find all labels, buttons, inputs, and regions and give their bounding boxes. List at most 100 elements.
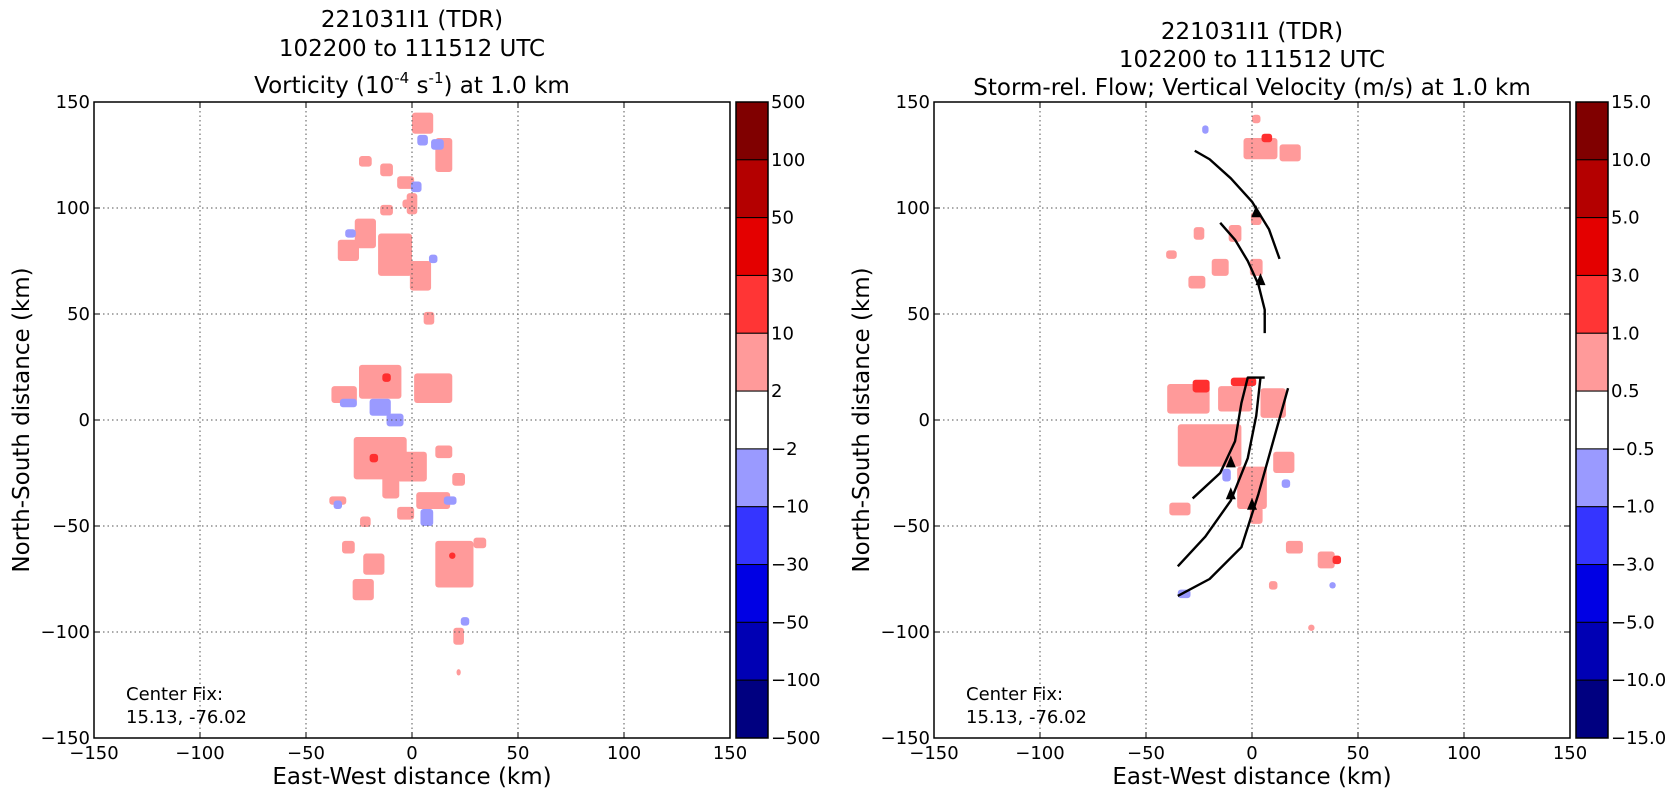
center-fix-coords: 15.13, -76.02 xyxy=(966,707,1087,728)
colorbar-tick-label: −500 xyxy=(771,728,820,749)
field-patch xyxy=(360,516,371,528)
y-tick-label: 100 xyxy=(56,198,90,219)
colorbar-segment xyxy=(735,506,769,566)
field-patch xyxy=(359,364,402,399)
colorbar-segment xyxy=(1575,390,1609,450)
field-patch xyxy=(473,537,487,549)
field-patch xyxy=(1188,275,1206,289)
colorbar-segment xyxy=(735,448,769,508)
colorbar-tick-label: −30 xyxy=(771,555,809,576)
colorbar-segment xyxy=(1575,448,1609,508)
y-tick-label: 150 xyxy=(896,92,930,113)
colorbar-segment xyxy=(735,101,769,161)
field-patch xyxy=(435,540,474,588)
field-patch xyxy=(417,134,428,146)
field-patch xyxy=(449,552,456,559)
y-tick-label: 150 xyxy=(56,92,90,113)
colorbar-tick-label: 50 xyxy=(771,208,794,229)
field-patch xyxy=(1252,114,1261,124)
field-patch xyxy=(1308,624,1315,631)
chart-title-line2: 102200 to 111512 UTC xyxy=(279,36,545,62)
streamline-arrowhead xyxy=(1247,497,1257,510)
x-axis-label: East-West distance (km) xyxy=(272,764,551,790)
x-tick-label: −100 xyxy=(1015,743,1064,764)
colorbar-segment xyxy=(1575,332,1609,392)
x-tick-label: −150 xyxy=(909,743,958,764)
field-patch xyxy=(354,218,376,249)
field-patch xyxy=(1202,125,1209,134)
field-patch xyxy=(369,453,379,463)
field-patch xyxy=(1268,581,1278,590)
axis-ticks: −150 −100 −50 0 50 100 150 −150 −100 −50 0 50 100 150 xyxy=(881,92,1588,764)
field-patch xyxy=(1281,479,1291,488)
y-tick-label: −150 xyxy=(881,728,930,749)
field-patch xyxy=(1329,582,1336,589)
field-patch xyxy=(382,373,391,382)
y-tick-label: −50 xyxy=(52,516,90,537)
streamline xyxy=(1177,387,1290,598)
streamline-arrowhead xyxy=(1225,455,1236,468)
colorbar-tick-label: 10 xyxy=(771,323,794,344)
colorbar-tick-label: 100 xyxy=(771,150,805,171)
chart-title-line1: 221031I1 (TDR) xyxy=(321,7,503,33)
field-patch xyxy=(460,617,470,626)
field-patch xyxy=(1177,424,1242,467)
center-fix-coords: 15.13, -76.02 xyxy=(126,707,247,728)
y-tick-label: −100 xyxy=(881,622,930,643)
x-axis-label: East-West distance (km) xyxy=(1112,764,1391,790)
field-patch xyxy=(1285,540,1303,554)
colorbar-segment xyxy=(1575,274,1609,334)
field-patch xyxy=(412,112,434,134)
field-patch xyxy=(1192,379,1210,393)
field-patch xyxy=(410,181,422,193)
field-patch xyxy=(416,492,451,510)
field-patch xyxy=(1273,451,1295,473)
y-axis-label: North-South distance (km) xyxy=(9,267,35,572)
x-tick-label: 150 xyxy=(713,743,747,764)
colorbar-segment xyxy=(735,274,769,334)
field-patch xyxy=(369,398,391,416)
field-patch xyxy=(423,311,435,325)
colorbar-tick-label: 500 xyxy=(771,92,805,113)
chart-title-line2: 102200 to 111512 UTC xyxy=(1119,47,1385,73)
x-tick-label: −150 xyxy=(69,743,118,764)
field-patch xyxy=(431,139,444,150)
colorbar-tick-label: 2 xyxy=(771,381,782,402)
field-patch xyxy=(1222,468,1231,482)
colorbar-segment xyxy=(735,564,769,623)
field-patch xyxy=(420,509,434,526)
x-tick-label: 100 xyxy=(607,743,641,764)
field-patch xyxy=(456,669,461,676)
colorbar-tick-label: −3.0 xyxy=(1611,555,1655,576)
streamline xyxy=(1176,377,1262,568)
colorbar-segment xyxy=(735,390,769,450)
streamline xyxy=(1191,376,1265,500)
streamline xyxy=(1194,149,1281,260)
colorbar-tick-label: −10.0 xyxy=(1611,670,1666,691)
grid-lines xyxy=(934,102,1570,738)
field-patch xyxy=(1211,258,1229,276)
field-patch xyxy=(352,579,374,601)
field-patch xyxy=(1237,466,1267,510)
field-patch xyxy=(339,398,357,408)
field-patch xyxy=(353,436,407,480)
colorbar-frame xyxy=(735,101,769,739)
colorbar-tick-label: 3.0 xyxy=(1611,265,1640,286)
streamline-arrowhead xyxy=(1255,273,1266,286)
colorbar-tick-label: 0.5 xyxy=(1611,381,1640,402)
colorbar-tick-label: −50 xyxy=(771,612,809,633)
colorbar-segment xyxy=(1575,506,1609,566)
field-patch xyxy=(363,553,385,575)
x-tick-label: 50 xyxy=(1347,743,1370,764)
field-patch xyxy=(1279,144,1301,162)
field-patch xyxy=(452,473,465,486)
vertical-velocity-colorbar: 15.0 10.0 5.0 3.0 1.0 0.5 −0.5 −1.0 −3.0 −5.0 −10.… xyxy=(1575,92,1666,749)
colorbar-segment xyxy=(735,159,769,219)
field-patch xyxy=(380,204,393,216)
colorbar-tick-label: 5.0 xyxy=(1611,208,1640,229)
center-fix-label: Center Fix: xyxy=(126,684,223,705)
field-patch xyxy=(409,261,432,291)
field-patch xyxy=(1243,138,1278,160)
y-tick-label: 50 xyxy=(907,304,930,325)
field-patch xyxy=(382,468,400,499)
